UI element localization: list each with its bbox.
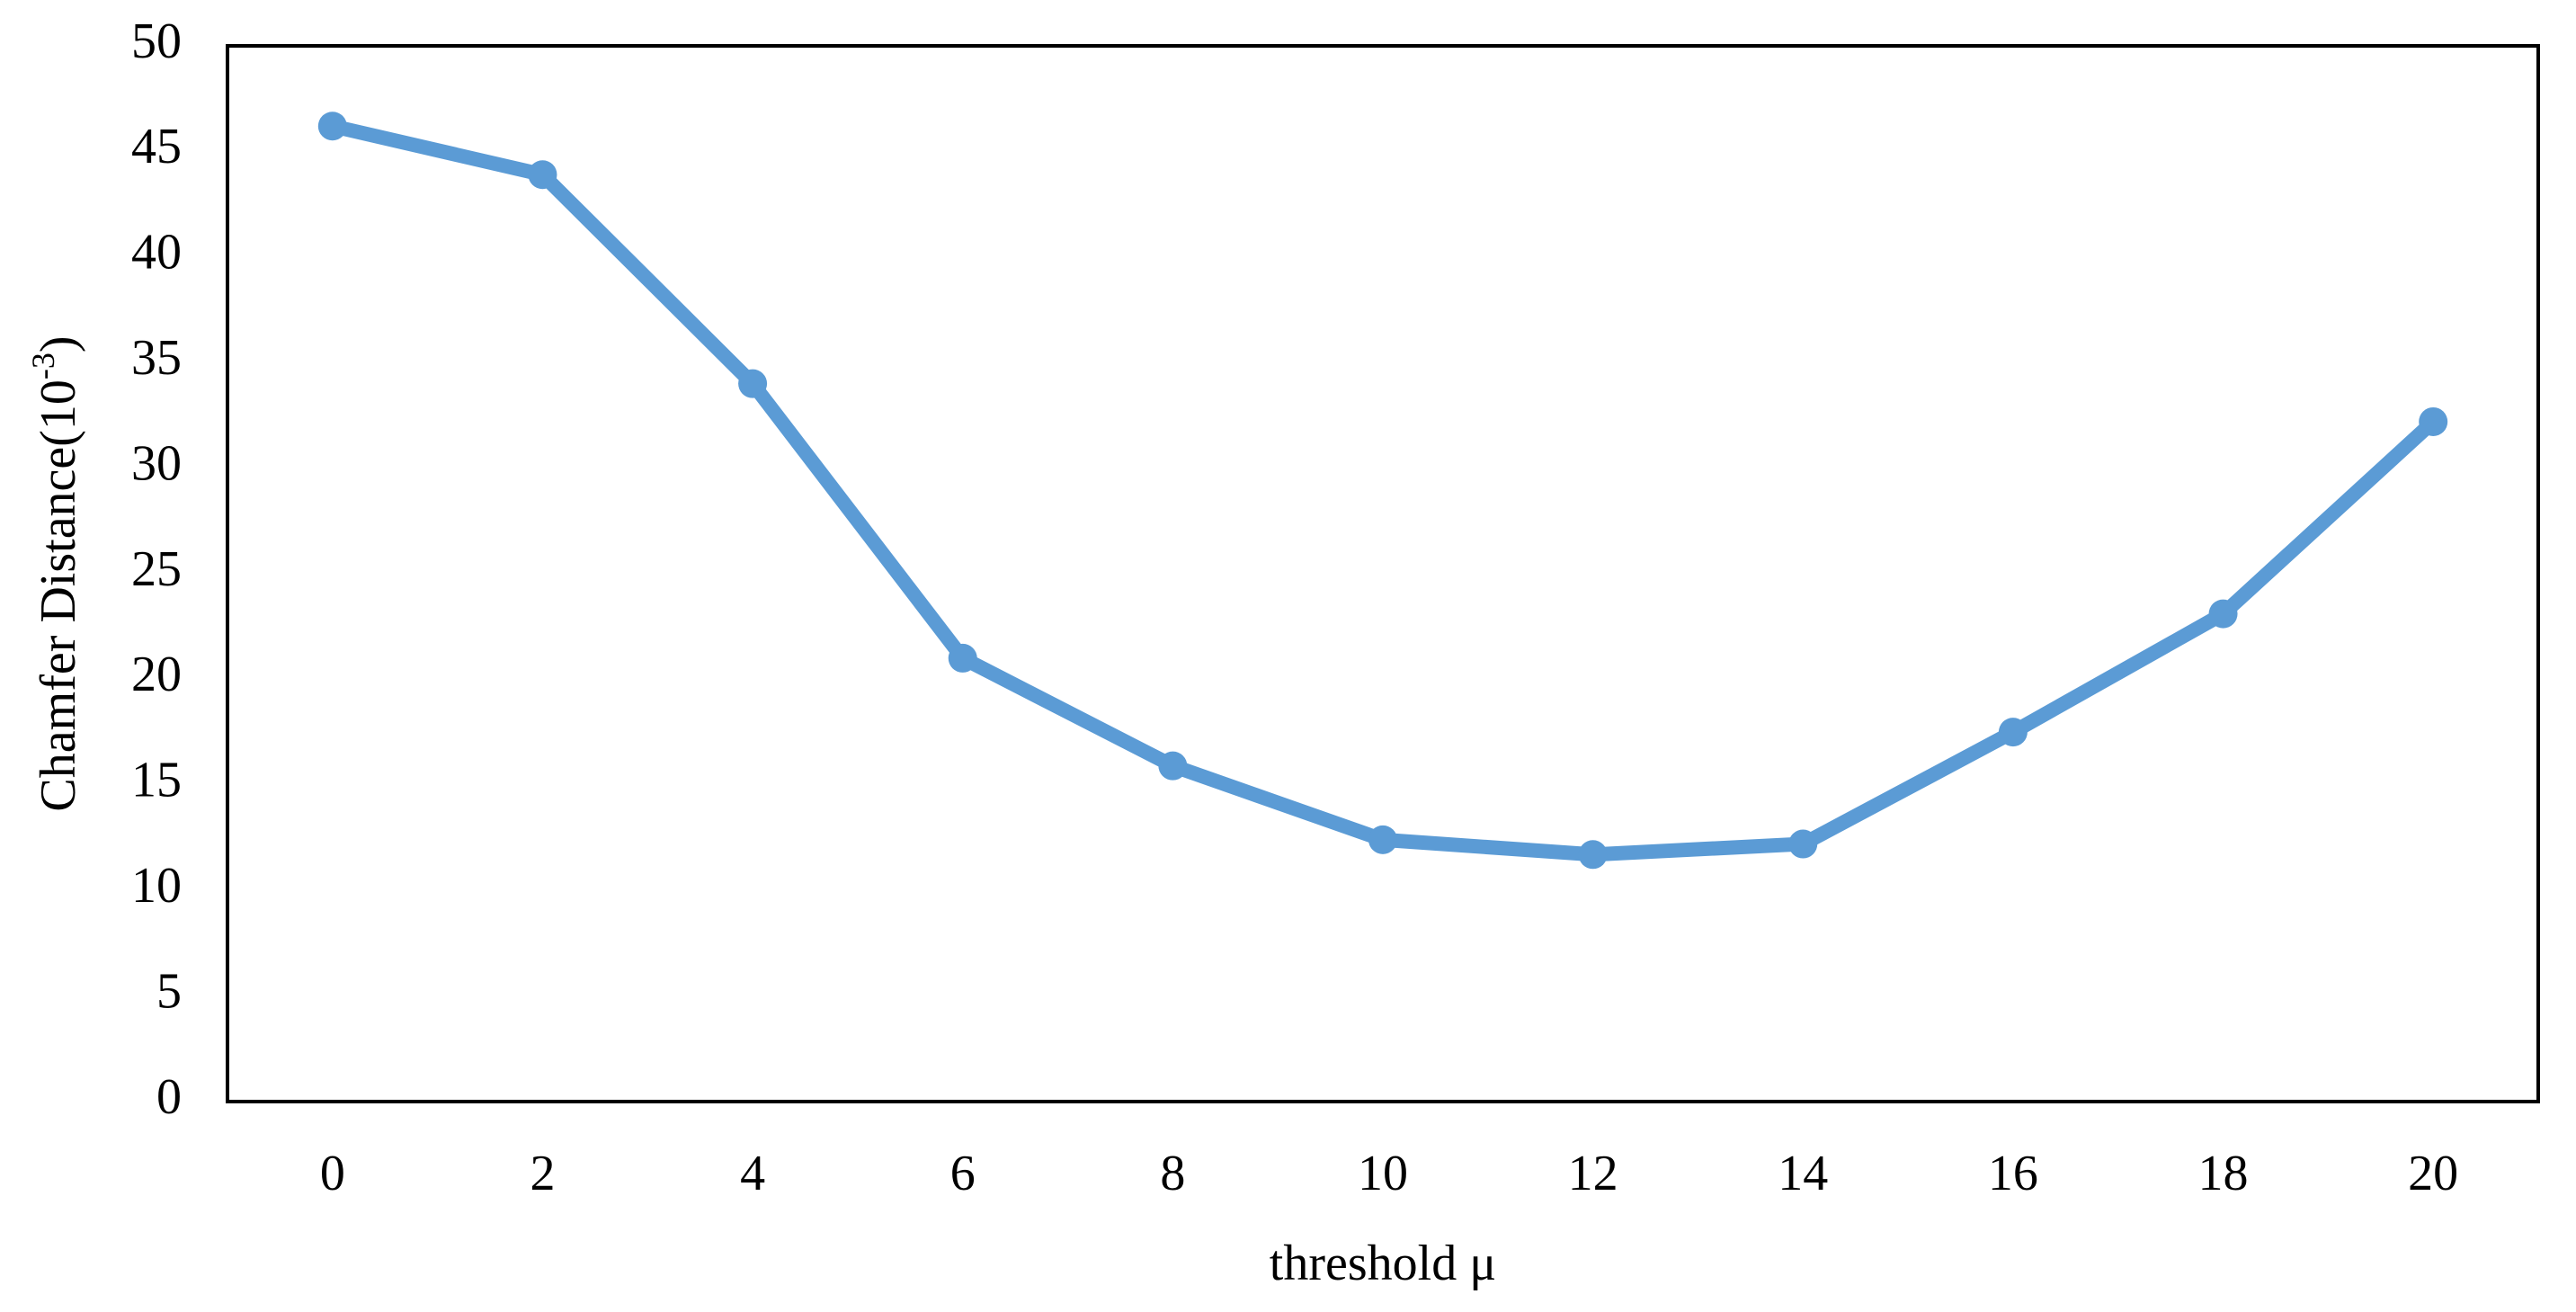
y-tick-label: 30 (131, 435, 182, 491)
data-point (1368, 825, 1397, 854)
y-tick-label: 40 (131, 225, 182, 281)
data-point (2208, 599, 2238, 629)
y-axis-title-end: ) (31, 335, 86, 353)
y-tick-label: 45 (131, 119, 182, 174)
y-tick-label: 15 (131, 753, 182, 808)
data-point (1788, 829, 1818, 859)
x-tick-label: 10 (1358, 1146, 1408, 1201)
x-tick-label: 16 (1988, 1146, 2038, 1201)
data-point (2419, 406, 2448, 436)
x-tick-label: 0 (320, 1146, 345, 1201)
x-tick-label: 8 (1160, 1146, 1185, 1201)
data-point (317, 112, 347, 141)
x-tick-label: 20 (2408, 1146, 2458, 1201)
data-point (1998, 718, 2028, 747)
x-tick-label: 14 (1778, 1146, 1828, 1201)
data-point (948, 643, 977, 673)
y-tick-label: 0 (156, 1069, 182, 1125)
data-point (528, 160, 557, 190)
y-tick-label: 5 (156, 963, 182, 1019)
y-tick-label: 50 (131, 13, 182, 69)
data-point (738, 369, 768, 398)
y-axis-title: Chamfer Distance(10-3) (25, 335, 86, 811)
x-tick-label: 6 (950, 1146, 976, 1201)
y-tick-label: 10 (131, 858, 182, 914)
data-point (1578, 840, 1608, 870)
y-tick-label: 25 (131, 541, 182, 597)
x-tick-label: 2 (530, 1146, 555, 1201)
plot-frame (226, 44, 2540, 1103)
x-tick-label: 12 (1568, 1146, 1618, 1201)
y-axis-title-main: Chamfer Distance(10 (31, 379, 86, 811)
y-axis-title-sup: -3 (25, 353, 61, 379)
x-tick-label: 4 (740, 1146, 765, 1201)
x-axis-title: threshold μ (1270, 1236, 1496, 1291)
data-point (1158, 751, 1188, 781)
y-tick-label: 20 (131, 647, 182, 702)
x-tick-label: 18 (2198, 1146, 2249, 1201)
y-tick-label: 35 (131, 330, 182, 386)
